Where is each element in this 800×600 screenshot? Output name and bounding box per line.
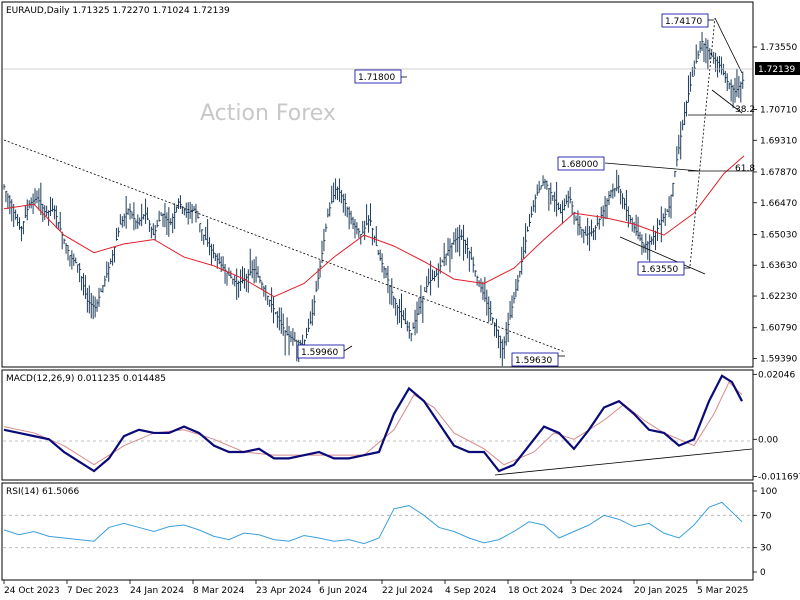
svg-text:1.59960: 1.59960 bbox=[301, 348, 338, 358]
macd-line bbox=[3, 374, 743, 473]
moving-average-line bbox=[3, 155, 745, 298]
macd-axis: 0.02046 0.00 -0.011697 bbox=[753, 370, 800, 482]
price-tick-label: 1.66470 bbox=[760, 199, 797, 209]
rsi-tick-label: 100 bbox=[760, 487, 777, 497]
price-tick-label: 1.69310 bbox=[760, 136, 797, 146]
rally-dashed-trendline bbox=[689, 17, 716, 267]
date-tick-label: 24 Oct 2023 bbox=[4, 586, 60, 596]
macd-tick-label: 0.00 bbox=[758, 435, 778, 445]
candlesticks bbox=[3, 31, 745, 366]
date-tick-label: 22 Jul 2024 bbox=[382, 586, 433, 596]
trendlines bbox=[3, 17, 752, 353]
price-annotations: 1.74170 1.71800 1.68000 1.63550 1.59960 … bbox=[297, 13, 755, 367]
svg-text:1.72139: 1.72139 bbox=[758, 65, 795, 75]
date-tick-label: 4 Sep 2024 bbox=[445, 586, 497, 596]
watermark: Action Forex bbox=[200, 101, 336, 126]
svg-text:1.71800: 1.71800 bbox=[358, 73, 395, 83]
rsi-line bbox=[3, 501, 743, 545]
rsi-tick-label: 30 bbox=[760, 544, 772, 554]
price-tick-label: 1.62230 bbox=[760, 292, 797, 302]
svg-text:1.74170: 1.74170 bbox=[665, 17, 702, 27]
price-tick-label: 1.65030 bbox=[760, 230, 797, 240]
price-tick-label: 1.67870 bbox=[760, 168, 797, 178]
date-tick-label: 18 Oct 2024 bbox=[508, 586, 564, 596]
annotation-1-74170: 1.74170 bbox=[661, 13, 714, 28]
triangle-top-line bbox=[604, 162, 701, 172]
date-tick-label: 20 Jan 2025 bbox=[634, 586, 688, 596]
rsi-axis: 100 70 30 0 bbox=[753, 487, 777, 578]
flag-bottom-line bbox=[711, 89, 743, 114]
fib-38-label: 38.2 bbox=[735, 105, 755, 115]
macd-header: MACD(12,26,9) 0.011235 0.014485 bbox=[6, 374, 166, 384]
fib-61-label: 61.8 bbox=[735, 164, 755, 174]
price-tick-label: 1.73550 bbox=[760, 43, 797, 53]
annotation-1-63550: 1.63550 bbox=[637, 261, 690, 276]
annotation-1-68000: 1.68000 bbox=[557, 156, 605, 171]
price-axis: 1.73550 1.70710 1.69310 1.67870 1.66470 1.650… bbox=[753, 43, 797, 365]
date-axis: 24 Oct 2023 7 Dec 2023 24 Jan 2024 8 Mar 20… bbox=[3, 580, 748, 596]
price-tick-label: 1.70710 bbox=[760, 105, 797, 115]
svg-text:1.68000: 1.68000 bbox=[561, 160, 598, 170]
rsi-tick-label: 70 bbox=[760, 511, 772, 521]
annotation-1-59630: 1.59630 bbox=[511, 352, 565, 367]
date-tick-label: 7 Dec 2023 bbox=[67, 586, 119, 596]
rsi-tick-label: 0 bbox=[760, 568, 766, 578]
annotation-1-71800: 1.71800 bbox=[354, 69, 407, 84]
main-header: EURAUD,Daily 1.71325 1.72270 1.71024 1.7… bbox=[6, 6, 230, 16]
macd-trendline bbox=[494, 448, 753, 476]
svg-text:1.59630: 1.59630 bbox=[515, 356, 552, 366]
flag-top-line bbox=[714, 17, 743, 74]
price-tick-label: 1.60790 bbox=[760, 324, 797, 334]
price-tick-label: 1.63630 bbox=[760, 261, 797, 271]
date-tick-label: 23 Apr 2024 bbox=[256, 586, 312, 596]
rsi-panel-frame bbox=[1, 482, 754, 581]
date-tick-label: 24 Jan 2024 bbox=[130, 586, 184, 596]
rsi-header: RSI(14) 61.5066 bbox=[6, 487, 79, 497]
macd-panel-frame bbox=[1, 369, 754, 481]
macd-tick-label: -0.011697 bbox=[758, 472, 800, 482]
annotation-1-59960: 1.59960 bbox=[297, 344, 353, 359]
date-tick-label: 8 Mar 2024 bbox=[193, 586, 245, 596]
date-tick-label: 6 Jun 2024 bbox=[319, 586, 368, 596]
triangle-bottom-line bbox=[619, 236, 706, 275]
current-price-tag: 1.72139 bbox=[755, 62, 800, 75]
price-tick-label: 1.59390 bbox=[760, 355, 797, 365]
svg-text:1.63550: 1.63550 bbox=[641, 265, 678, 275]
date-tick-label: 3 Dec 2024 bbox=[571, 586, 623, 596]
date-tick-label: 5 Mar 2025 bbox=[697, 586, 748, 596]
macd-tick-label: 0.02046 bbox=[758, 370, 795, 380]
main-panel-frame bbox=[1, 1, 754, 368]
